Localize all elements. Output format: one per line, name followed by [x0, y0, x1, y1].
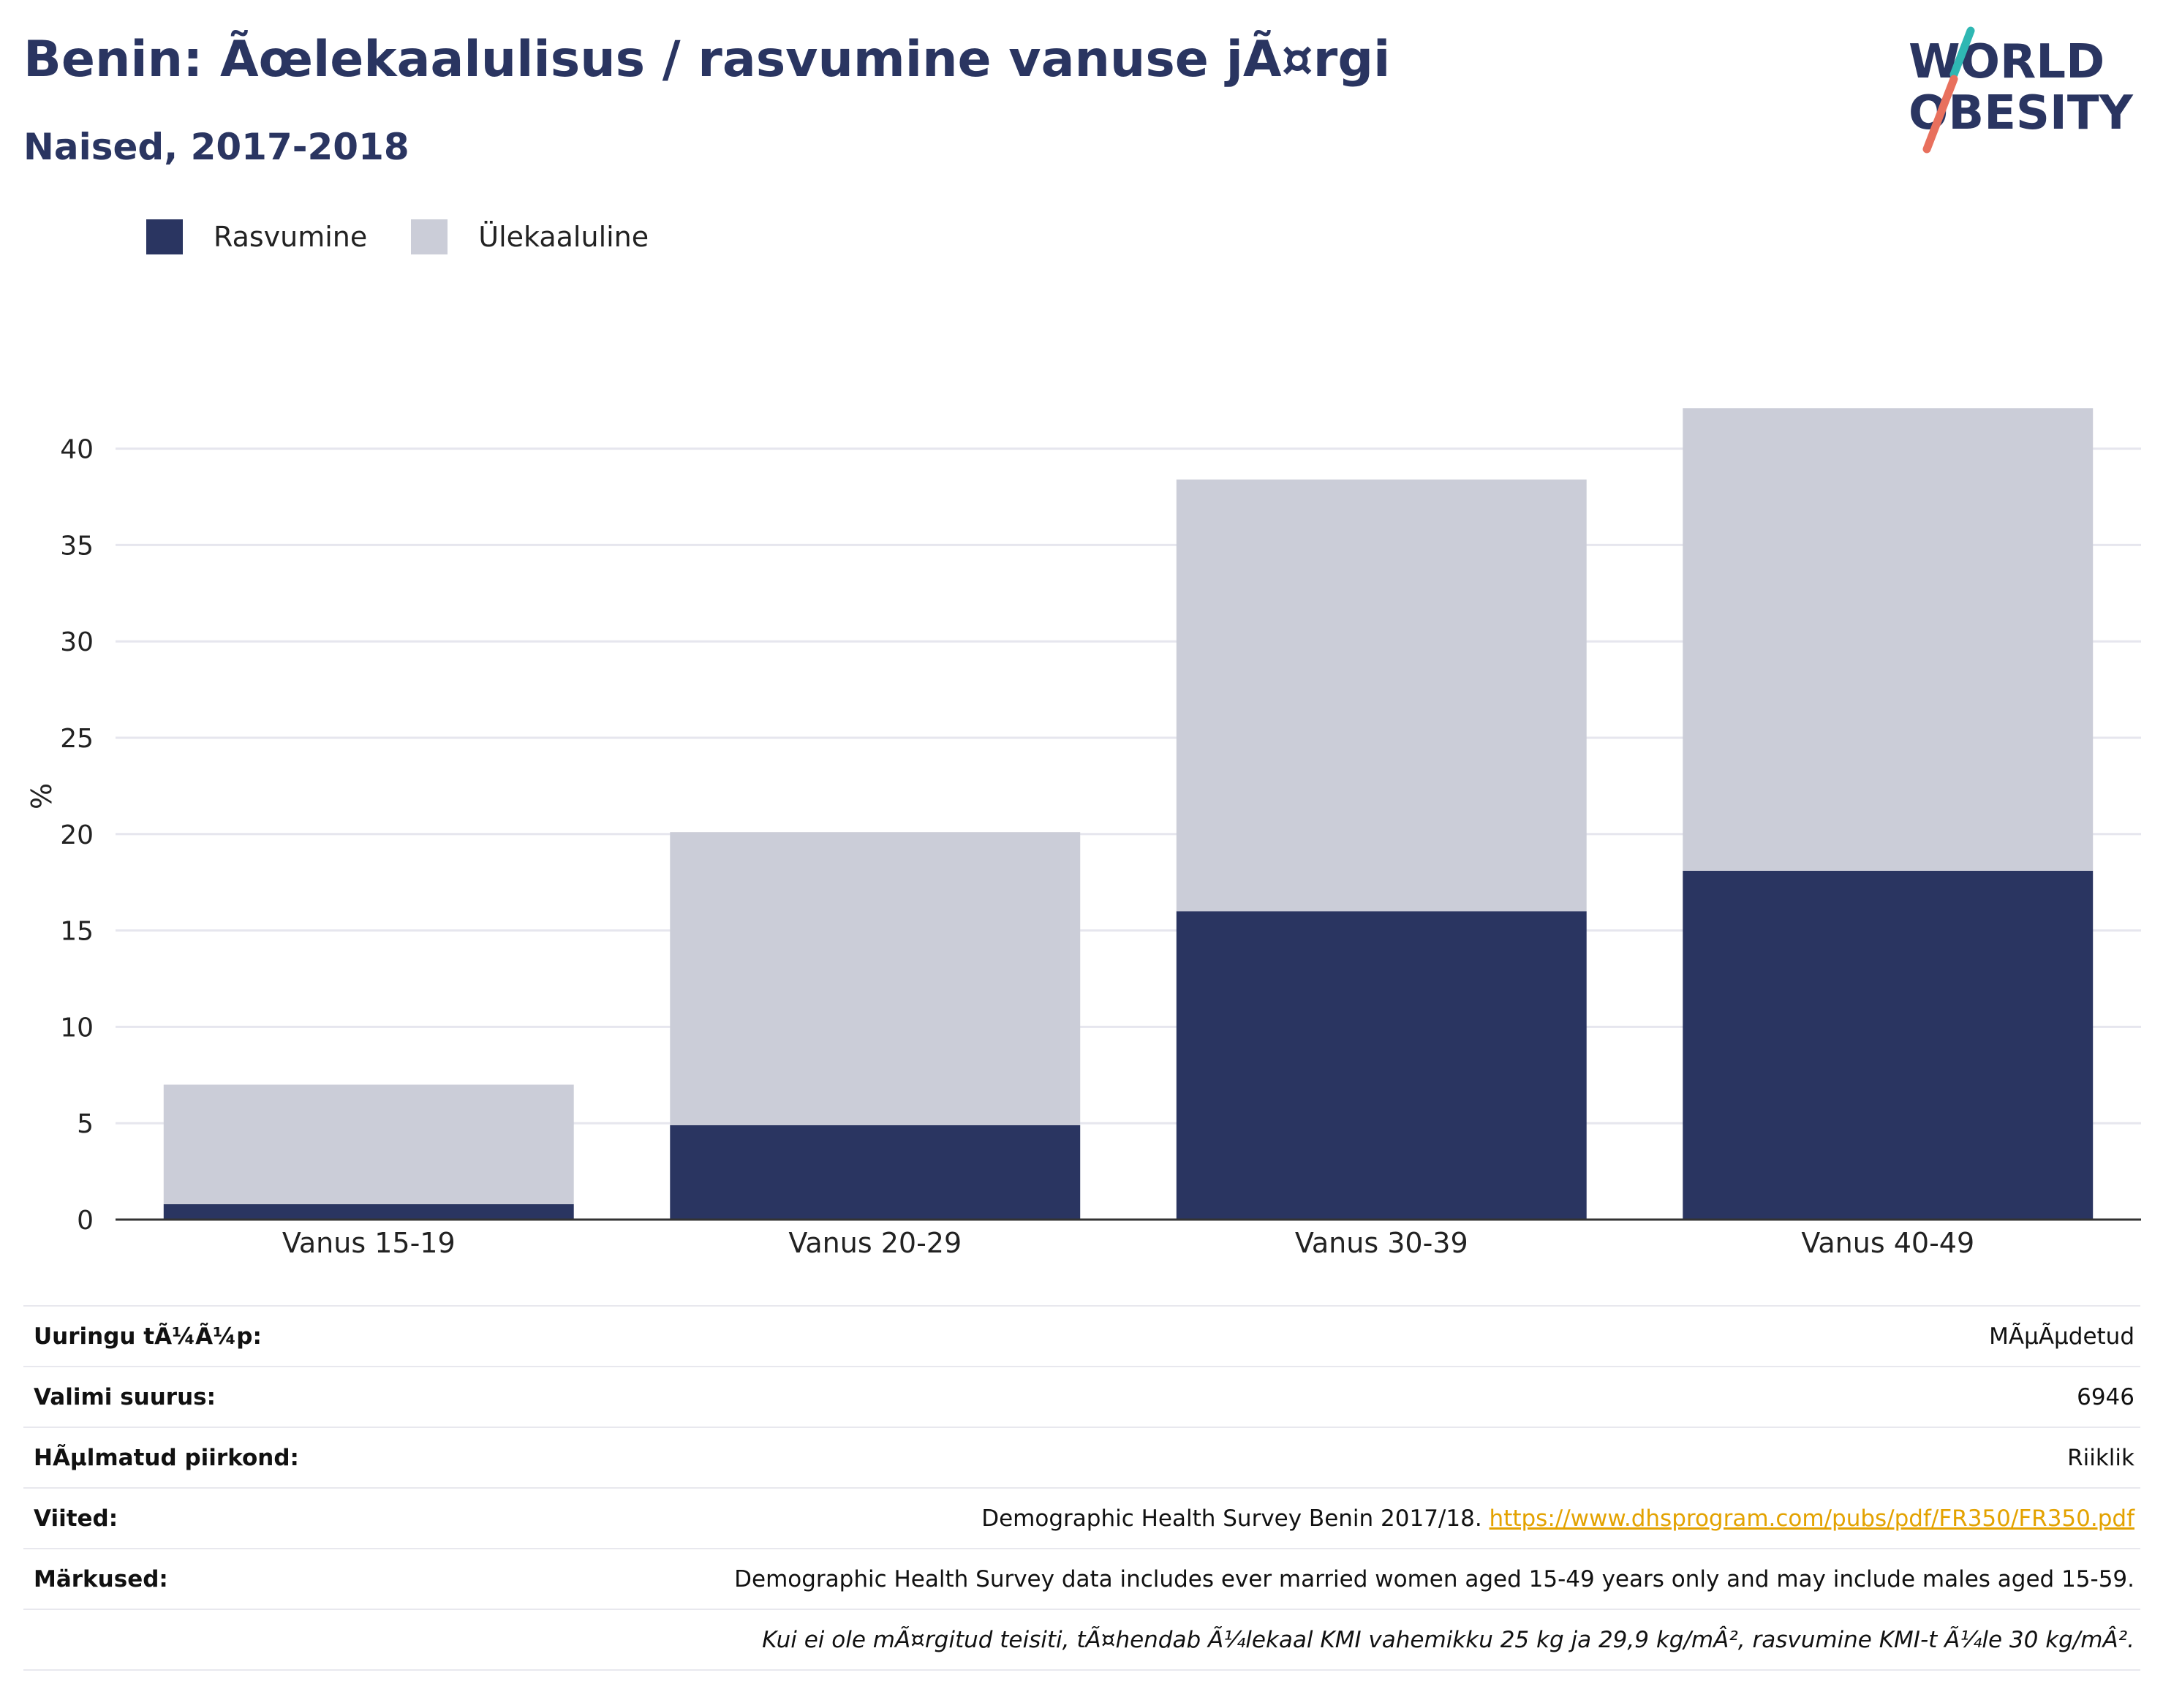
y-tick-label: 25	[60, 724, 94, 754]
chart-title: Benin: Ãœlekaalulisus / rasvumine vanuse…	[23, 31, 1391, 88]
info-value: Demographic Health Survey data includes …	[734, 1565, 2134, 1592]
y-axis-label: %	[26, 783, 58, 809]
reference-text: Demographic Health Survey Benin 2017/18.	[981, 1505, 1482, 1532]
bar-overweight[interactable]	[1176, 479, 1587, 912]
bar-obesity[interactable]	[1176, 911, 1587, 1220]
y-tick-label: 30	[60, 627, 94, 657]
info-row-sample-size: Valimi suurus: 6946	[23, 1366, 2140, 1427]
x-tick-label: Vanus 15-19	[282, 1227, 456, 1259]
info-label: HÃµlmatud piirkond:	[34, 1444, 299, 1471]
info-row-references: Viited: Demographic Health Survey Benin …	[23, 1487, 2140, 1548]
y-tick-label: 20	[60, 820, 94, 850]
info-label: Viited:	[34, 1505, 118, 1532]
y-tick-label: 40	[60, 435, 94, 465]
y-tick-label: 5	[77, 1109, 94, 1139]
chart-legend: Rasvumine Ülekaaluline	[146, 216, 692, 257]
info-label: Märkused:	[34, 1565, 168, 1592]
logo-coral-slash	[1922, 75, 1958, 154]
bar-obesity[interactable]	[163, 1203, 574, 1220]
x-tick-label: Vanus 30-39	[1295, 1227, 1468, 1259]
info-value: 6946	[2077, 1383, 2134, 1410]
info-row-definitions: Kui ei ole mÃ¤rgitud teisiti, tÃ¤hendab …	[23, 1609, 2140, 1671]
reference-link[interactable]: https://www.dhsprogram.com/pubs/pdf/FR35…	[1489, 1505, 2134, 1532]
info-value: Demographic Health Survey Benin 2017/18.…	[981, 1505, 2134, 1532]
legend-item-obesity[interactable]: Rasvumine	[146, 219, 367, 254]
info-row-notes: Märkused: Demographic Health Survey data…	[23, 1548, 2140, 1609]
logo-teal-slash	[1949, 26, 1975, 79]
info-row-coverage: HÃµlmatud piirkond: Riiklik	[23, 1427, 2140, 1487]
bar-obesity[interactable]	[670, 1125, 1081, 1220]
y-tick-label: 15	[60, 917, 94, 947]
info-value: MÃµÃµdetud	[1989, 1323, 2134, 1350]
axes: 0 5 10 15 20 25 30 35 40 Vanus 15-19 Vanus 20-29 Va…	[60, 435, 2141, 1259]
info-value: Riiklik	[2067, 1444, 2134, 1471]
info-label: Valimi suurus:	[34, 1383, 216, 1410]
legend-swatch-obesity	[146, 219, 183, 254]
info-label: Uuringu tÃ¼Ã¼p:	[34, 1323, 262, 1350]
bar-overweight[interactable]	[163, 1084, 574, 1204]
bar-overweight[interactable]	[670, 832, 1081, 1125]
info-table: Uuringu tÃ¼Ã¼p: MÃµÃµdetud Valimi suurus…	[23, 1305, 2140, 1671]
logo-line1: WORLD	[1909, 35, 2105, 89]
world-obesity-logo: WORLD OBESITY	[1909, 26, 2133, 154]
y-tick-label: 35	[60, 531, 94, 561]
x-tick-label: Vanus 40-49	[1801, 1227, 1974, 1259]
legend-item-overweight[interactable]: Ülekaaluline	[411, 219, 649, 254]
bar-chart: 0 5 10 15 20 25 30 35 40 Vanus 15-19 Vanus 20-29 Va…	[26, 408, 2141, 1259]
y-tick-label: 0	[77, 1206, 94, 1236]
chart-subtitle: Naised, 2017-2018	[23, 126, 409, 168]
info-row-survey-type: Uuringu tÃ¼Ã¼p: MÃµÃµdetud	[23, 1305, 2140, 1366]
x-tick-label: Vanus 20-29	[788, 1227, 962, 1259]
bar-obesity[interactable]	[1683, 870, 2094, 1220]
bar-overweight[interactable]	[1683, 408, 2094, 871]
legend-label-obesity: Rasvumine	[214, 221, 368, 253]
legend-swatch-overweight	[411, 219, 448, 254]
info-value: Kui ei ole mÃ¤rgitud teisiti, tÃ¤hendab …	[762, 1626, 2134, 1653]
legend-label-overweight: Ülekaaluline	[478, 221, 649, 253]
bars	[163, 408, 2094, 1220]
y-tick-label: 10	[60, 1013, 94, 1043]
